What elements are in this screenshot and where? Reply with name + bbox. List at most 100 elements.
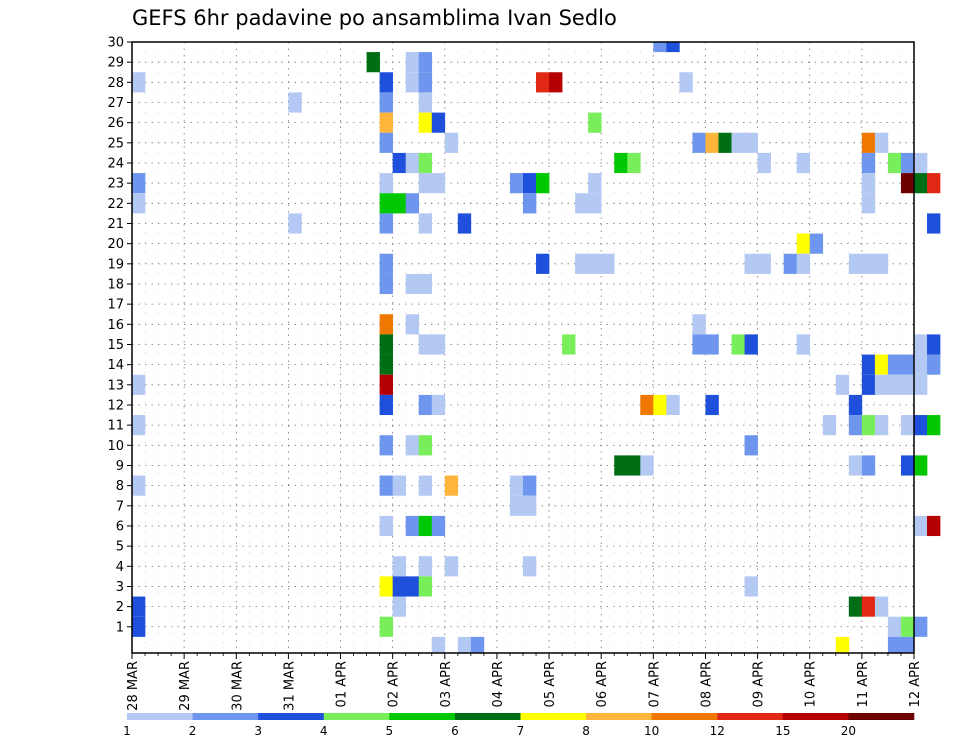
heatmap-cell [927,213,941,234]
heatmap-cell [536,253,550,274]
heatmap-cell [744,334,758,355]
colorbar-segment [586,713,652,720]
heatmap-cell [132,475,146,496]
heatmap-cell [848,394,863,416]
heatmap-cell [562,334,576,355]
heatmap-cell [575,253,589,274]
colorbar-label: 6 [451,724,459,738]
x-tick-label: 12 APR [908,661,923,707]
colorbar-segment [520,713,587,720]
heatmap-cell [509,173,524,194]
y-tick-label: 19 [107,257,124,272]
heatmap-cell [379,354,393,375]
heatmap-cell [874,596,889,617]
y-tick-label: 13 [107,378,124,393]
x-tick-label: 30 MAR [230,661,245,711]
x-axis: 28 MAR 29 MAR 30 MAR 31 MAR 01 APR 02 APR 03 A… [126,653,923,711]
heatmap-cell [874,253,889,274]
heatmap-cell [418,475,433,496]
heatmap-cell [132,596,146,617]
heatmap-cell [405,152,420,174]
colorbar-label: 1 [123,724,131,738]
heatmap-cell [809,233,824,254]
heatmap-cell [927,334,941,355]
heatmap-cell [796,152,811,174]
heatmap-cell [470,636,485,653]
heatmap-cell [731,132,745,153]
heatmap-cell [405,515,420,537]
heatmap-cell [900,636,915,653]
heatmap-cell [705,132,719,153]
heatmap-cell [418,112,433,133]
heatmap-cell [132,374,146,395]
heatmap-cell [366,52,380,73]
x-tick-label: 03 APR [439,661,454,707]
heatmap-cell [392,475,406,496]
colorbar-segment [389,713,456,720]
heatmap-cell [405,576,420,597]
heatmap-cell [653,394,667,416]
heatmap-cell [392,576,406,597]
heatmap-cell [692,132,706,153]
colorbar-label: 8 [582,724,590,738]
heatmap-cell [536,173,550,194]
heatmap-cell [418,515,433,537]
heatmap-cell [900,374,915,395]
heatmap-cell [379,576,393,597]
heatmap-cell [914,616,928,637]
heatmap-cell [887,354,902,375]
heatmap-cell [861,132,876,153]
heatmap-cell [431,112,446,133]
heatmap-cell [927,173,941,194]
colorbar-label: 2 [189,724,197,738]
heatmap-cell [927,415,941,436]
heatmap-cell [132,193,146,214]
heatmap-cell [614,455,628,476]
heatmap-cell [627,455,641,476]
heatmap-cell [927,354,941,375]
colorbar-label: 15 [775,724,790,738]
heatmap-cell [718,132,732,153]
x-tick-label: 28 MAR [126,661,141,711]
x-tick-label: 06 APR [595,661,610,707]
heatmap-cell [379,132,393,153]
heatmap-cell [705,334,719,355]
heatmap-cell [418,213,433,234]
heatmap-cell [614,152,628,174]
heatmap-cell [588,253,602,274]
heatmap-cell [132,616,146,637]
heatmap-cell [796,334,811,355]
heatmap-cell [288,92,302,113]
heatmap-cell [431,334,446,355]
heatmap-cell [457,213,472,234]
heatmap-cell [405,72,420,93]
heatmap-cell [418,92,433,113]
heatmap-cell [379,253,393,274]
heatmap-cell [900,152,915,174]
heatmap-cell [588,193,602,214]
colorbar-segment [848,713,915,720]
heatmap-cell [887,636,902,653]
y-tick-label: 20 [107,237,124,252]
heatmap-cell [914,515,928,537]
heatmap-cell [379,92,393,113]
colorbar-segment [192,713,259,720]
heatmap-cell [783,253,797,274]
heatmap-cell [692,314,706,335]
x-tick-label: 07 APR [647,661,662,707]
heatmap-cell [444,556,459,577]
heatmap-cell [418,152,433,174]
y-tick-label: 17 [107,298,124,313]
heatmap-cell [640,455,654,476]
heatmap-cell [575,193,589,214]
heatmap-cell [757,152,771,174]
heatmap-cell [874,374,889,395]
x-tick-label: 31 MAR [282,661,297,711]
heatmap-cell [418,72,433,93]
heatmap-cell [914,354,928,375]
heatmap-cell [640,394,654,416]
heatmap-cell [861,415,876,436]
heatmap-cell [861,193,876,214]
colorbar-label: 20 [841,724,856,738]
heatmap-cell [914,152,928,174]
